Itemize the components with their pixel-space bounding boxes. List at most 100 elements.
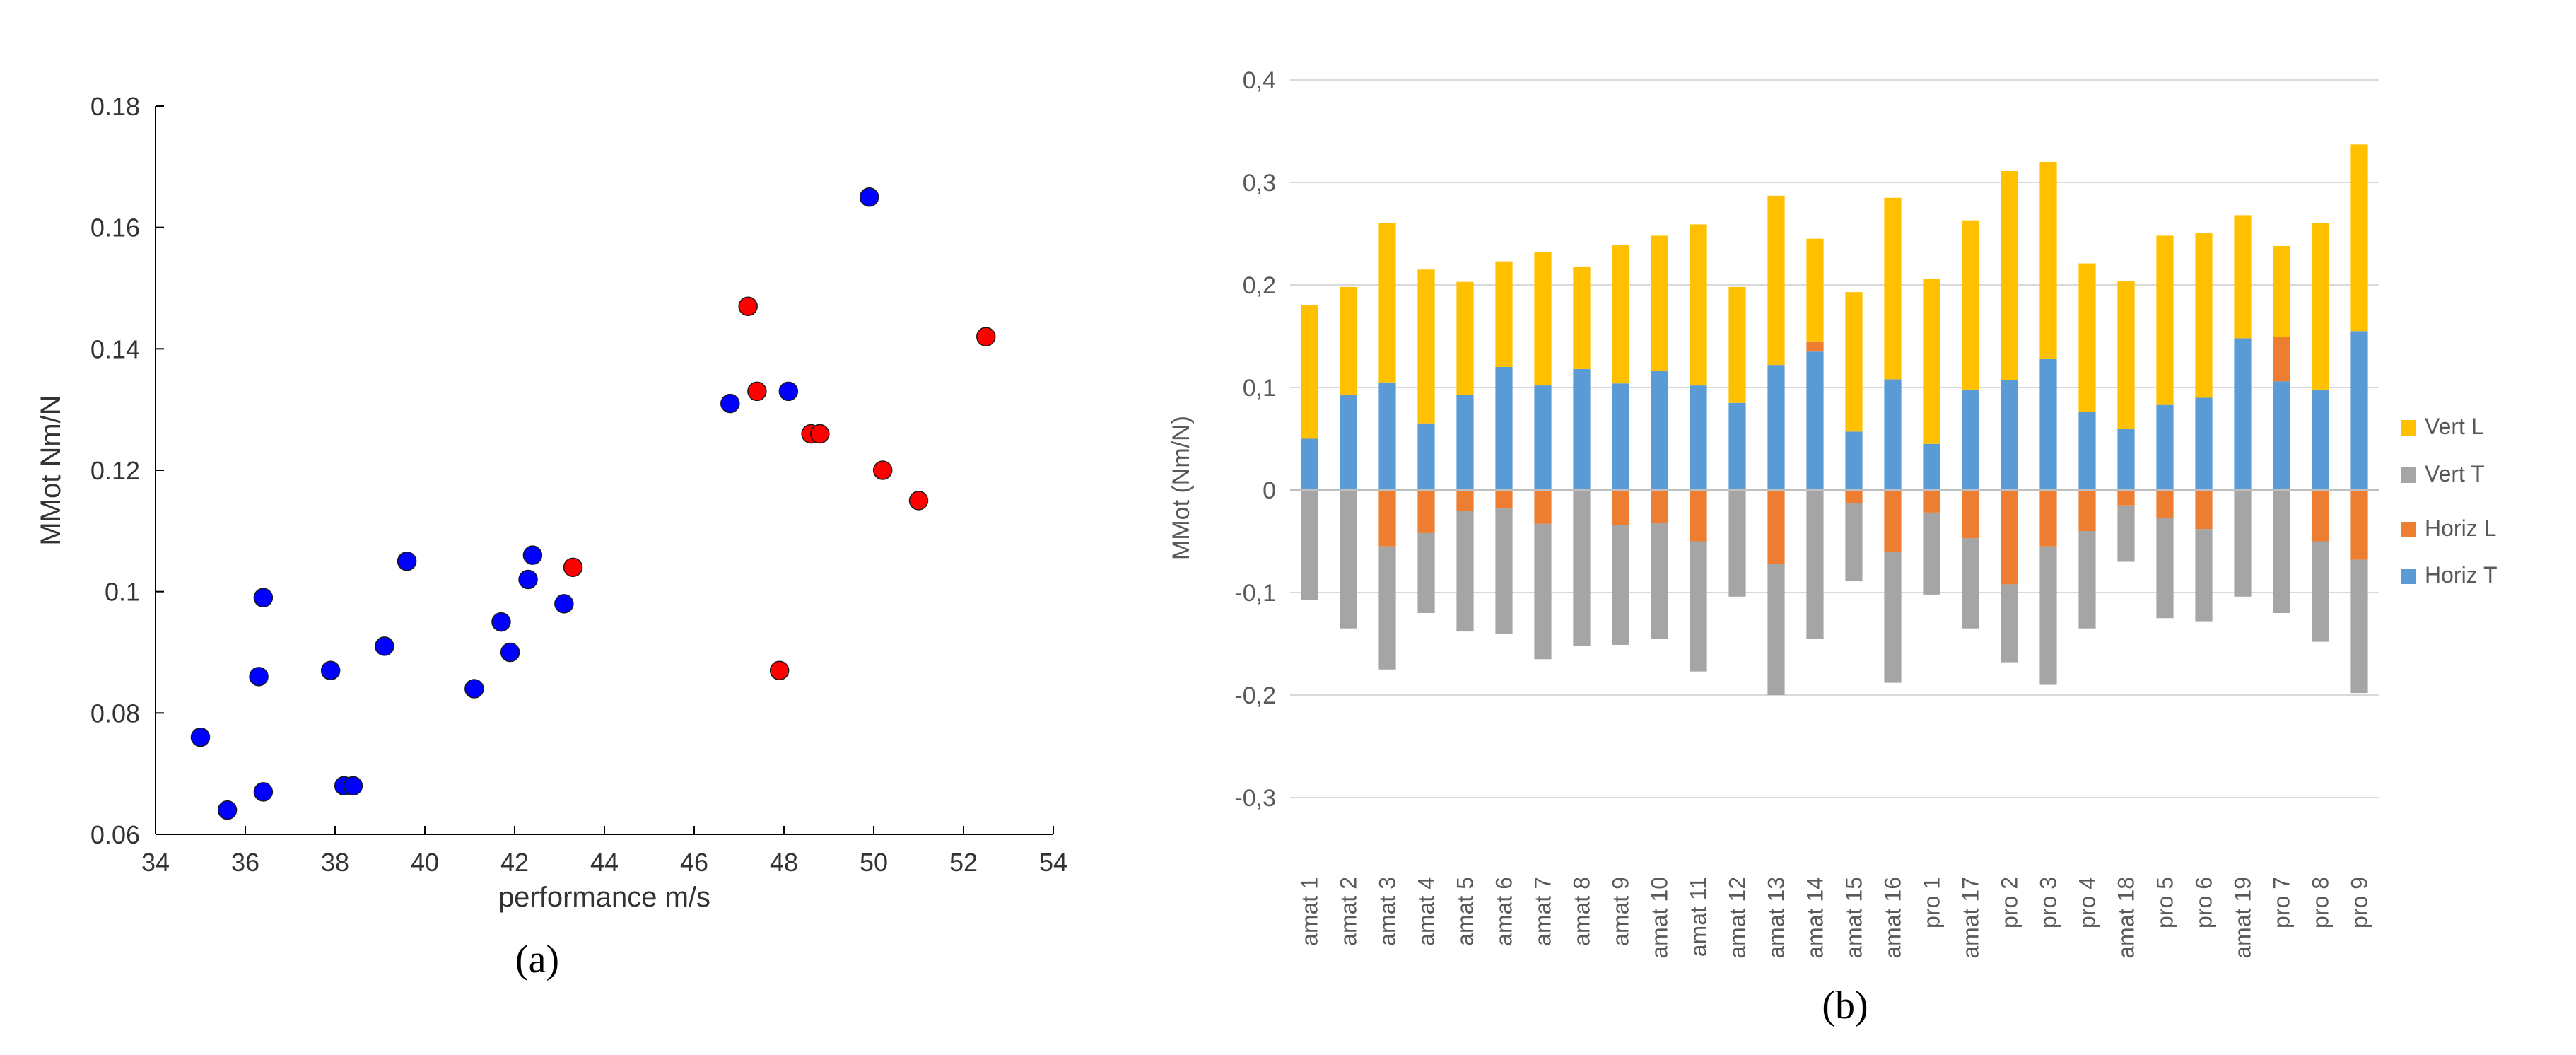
scatter-x-tick-label: 50 [860,848,888,877]
bar-category-label: amat 9 [1608,877,1634,946]
bar-segment-horiz-t [1806,351,1824,490]
bar-segment-vert-t [2156,518,2174,619]
scatter-point-pro [747,381,767,402]
bar-category-label: amat 1 [1297,877,1323,946]
bar-segment-horiz-t [2039,359,2057,490]
bar-segment-horiz-t [1884,379,1902,490]
bar-segment-horiz-t [2234,338,2252,490]
scatter-y-label: MMot Nm/N [35,395,66,545]
legend-label: Vert T [2425,461,2485,486]
scatter-x-label: performance m/s [498,882,710,913]
scatter-point-pro [810,424,830,444]
scatter-point-amateur [500,642,520,663]
bar-category-label: pro 6 [2191,877,2217,928]
bar-segment-horiz-t [2273,381,2290,490]
scatter-y-tick-label: 0.16 [90,214,140,243]
bar-category-label: amat 4 [1414,877,1439,946]
bar-segment-vert-l [1495,261,1513,367]
bar-y-tick-label: 0,2 [1243,272,1276,299]
legend-swatch [2401,522,2416,537]
bar-segment-vert-t [2234,490,2252,597]
bar-segment-vert-l [2078,263,2096,412]
bar-segment-vert-l [2156,235,2174,405]
bar-segment-horiz-l [1378,490,1396,547]
bar-category-label: pro 7 [2269,877,2295,928]
bar-segment-horiz-l [1923,490,1940,513]
scatter-point-amateur [522,545,543,565]
bar-segment-vert-t [2039,546,2057,685]
bar-segment-horiz-l [2001,490,2018,585]
bar-segment-horiz-l [1806,341,1824,352]
bar-segment-horiz-t [1767,365,1785,490]
bar-segment-horiz-l [1417,490,1435,533]
bar-category-label: amat 12 [1725,877,1750,959]
bar-segment-horiz-l [2117,490,2135,506]
bar-segment-vert-l [1651,235,1668,371]
legend-label: Horiz L [2425,515,2496,541]
scatter-point-pro [769,660,790,680]
scatter-point-amateur [518,569,538,590]
scatter-point-amateur [253,588,274,607]
bar-segment-horiz-l [1651,490,1668,523]
bar-y-tick-label: 0,4 [1243,67,1276,94]
bar-segment-horiz-l [1495,490,1513,509]
bar-segment-horiz-t [1845,431,1863,490]
scatter-x-tick-label: 46 [680,848,708,877]
bar-category-label: pro 3 [2036,877,2061,928]
bar-category-label: amat 16 [1880,877,1906,959]
bar-segment-vert-l [1884,197,1902,380]
bar-category-label: pro 1 [1919,877,1945,928]
bar-segment-vert-l [1417,269,1435,424]
bar-segment-vert-l [1690,224,1707,386]
scatter-y-tick-label: 0.06 [90,820,140,849]
scatter-point-amateur [375,636,394,656]
scatter-x-tick-label: 48 [770,848,798,877]
bar-category-label: amat 17 [1958,877,1984,959]
scatter-point-amateur [217,800,238,820]
scatter-point-pro [738,296,758,316]
bar-segment-vert-t [1456,511,1474,632]
bar-segment-vert-t [1651,523,1668,639]
bar-segment-vert-l [2273,245,2290,337]
bar-segment-vert-t [2195,529,2213,622]
scatter-x-tick-label: 34 [141,848,170,877]
scatter-point-amateur [343,776,363,796]
bar-segment-horiz-t [2312,389,2329,490]
bar-segment-vert-t [1767,564,1785,695]
bar-category-label: amat 10 [1647,877,1673,959]
bar-segment-horiz-t [2350,331,2368,490]
bar-segment-vert-l [1728,286,1746,403]
bar-segment-horiz-l [1845,490,1863,503]
bar-segment-horiz-l [2350,490,2368,560]
bar-category-label: pro 8 [2308,877,2334,928]
scatter-x-tick-label: 44 [590,848,619,877]
bar-segment-horiz-t [2078,412,2096,490]
bar-segment-horiz-l [2273,337,2290,382]
scatter-point-amateur [464,679,484,699]
panel-label-b: (b) [1822,984,1868,1027]
bar-category-label: amat 6 [1492,877,1517,946]
bar-category-labels: amat 1 amat 2 amat 3 amat 4 amat 5 amat 6 amat… [1297,877,2372,959]
bar-category-label: amat 2 [1336,877,1362,946]
scatter-x-tick-label: 54 [1039,848,1067,877]
bar-segment-horiz-t [1417,423,1435,490]
bar-segment-horiz-l [1962,490,1979,539]
bar-y-tick-label: -0,1 [1234,580,1276,607]
scatter-x-tick-label: 36 [231,848,259,877]
bar-segment-vert-t [2001,584,2018,663]
panel-label-a: (a) [515,938,559,981]
bar-segment-vert-l [1923,279,1940,444]
bar-category-label: amat 13 [1764,877,1789,959]
bar-segment-vert-l [1534,252,1552,386]
scatter-point-pro [872,460,893,480]
scatter-x-tick-label: 38 [321,848,349,877]
bar-segment-vert-t [1612,525,1629,645]
bar-segment-vert-l [1962,220,1979,390]
bar-segment-vert-l [2001,171,2018,380]
bar-segment-horiz-t [1301,438,1318,490]
bar-segment-vert-l [2117,281,2135,429]
scatter-point-amateur [253,782,274,802]
bar-segment-horiz-t [2156,404,2174,490]
